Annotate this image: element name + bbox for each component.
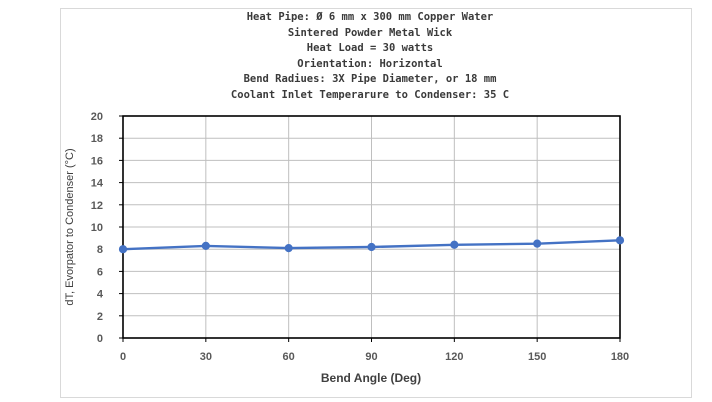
chart-frame [60, 8, 692, 398]
title-line-4: Orientation: Horizontal [297, 57, 443, 70]
x-tick-label: 0 [120, 351, 126, 363]
title-line-3: Heat Load = 30 watts [306, 42, 434, 55]
y-tick-label: 14 [91, 178, 104, 190]
data-point [284, 243, 293, 253]
x-tick-label: 30 [200, 351, 212, 363]
y-tick-label: 0 [97, 333, 103, 345]
y-tick-label: 20 [91, 111, 103, 123]
title-line-2: Sintered Powder Metal Wick [287, 26, 453, 39]
y-tick-label: 18 [91, 133, 103, 145]
y-tick-label: 6 [97, 266, 103, 278]
axes [119, 115, 621, 342]
x-tick-label: 120 [445, 351, 463, 363]
x-tick-labels: 0 30 60 90 120 150 180 [120, 351, 629, 363]
y-tick-label: 2 [97, 311, 103, 323]
data-point [450, 240, 459, 249]
x-axis-title: Bend Angle (Deg) [321, 371, 421, 385]
data-point [533, 239, 542, 248]
title-line-5: Bend Radiues: 3X Pipe Diameter, or 18 mm [243, 73, 497, 86]
data-point [201, 241, 210, 250]
x-tick-label: 150 [528, 351, 546, 363]
title-line-6: Coolant Inlet Temperarure to Condenser: … [230, 88, 510, 101]
x-tick-label: 180 [611, 351, 629, 363]
y-tick-label: 12 [91, 200, 103, 212]
y-tick-label: 4 [97, 289, 104, 301]
x-tick-label: 60 [283, 351, 295, 363]
title-line-1: Heat Pipe: Ø 6 mm x 300 mm Copper Water [246, 11, 494, 23]
grid-lines [122, 115, 621, 339]
y-tick-label: 16 [91, 155, 103, 167]
y-axis-title: dT, Evorpator to Condenser (°C) [64, 148, 76, 305]
data-series [118, 236, 625, 254]
plot-area-border [122, 115, 621, 339]
y-tick-label: 8 [97, 244, 103, 256]
data-point [615, 236, 625, 245]
y-tick-labels: 0 2 4 6 8 10 12 14 16 18 20 [91, 111, 104, 345]
y-tick-label: 10 [91, 222, 103, 234]
data-point [367, 242, 376, 252]
x-tick-label: 90 [365, 351, 377, 363]
chart-title: Heat Pipe: Ø 6 mm x 300 mm Copper Water … [60, 10, 680, 104]
data-point [118, 245, 128, 254]
